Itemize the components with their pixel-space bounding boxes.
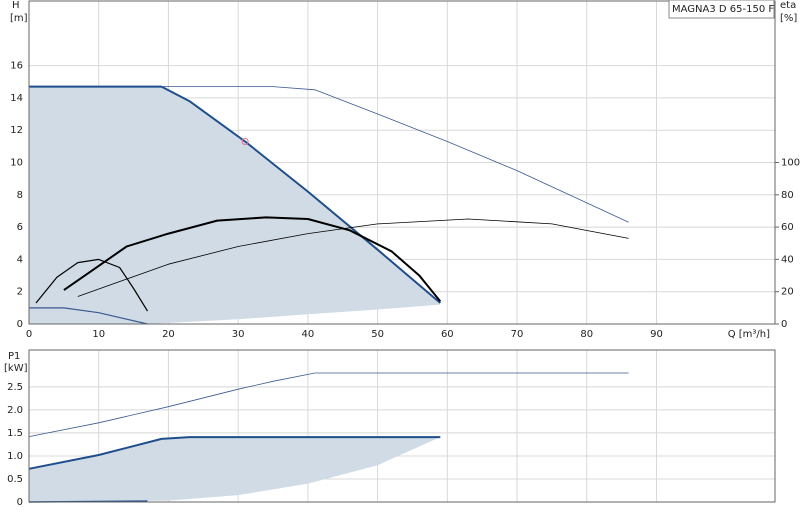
y-tick-label: 2.5 (7, 382, 23, 393)
x-tick-label: 50 (371, 329, 384, 340)
title-box (668, 0, 775, 19)
x-label: Q [m³/h] (728, 329, 770, 340)
x-tick-label: 10 (92, 329, 105, 340)
curve (161, 86, 629, 223)
y-label: H (12, 0, 20, 11)
y2-tick-label: 80 (781, 190, 794, 201)
y2-tick-label: 100 (781, 158, 800, 169)
x-tick-label: 30 (232, 329, 245, 340)
x-tick-label: 70 (511, 329, 524, 340)
x-tick-label: 80 (580, 329, 593, 340)
x-tick-label: 40 (302, 329, 315, 340)
curve (28, 436, 441, 470)
x-tick-label: 60 (441, 329, 454, 340)
chart-title: MAGNA3 D 65-150 F (672, 4, 774, 15)
bottom-frame (28, 349, 776, 503)
y-unit: [m] (10, 13, 28, 24)
area (29, 437, 441, 502)
y-tick-label: 0 (17, 319, 23, 330)
y2-unit: [%] (780, 13, 797, 24)
operating-point (241, 138, 249, 146)
y-tick-label: 2 (17, 287, 23, 298)
y-tick-label: 8 (17, 190, 23, 201)
top-frame (28, 0, 776, 325)
y-tick-label: 12 (10, 125, 23, 136)
curve (28, 372, 629, 437)
y-tick-label: 2.0 (7, 405, 23, 416)
y-tick-label: 0.5 (7, 474, 23, 485)
y-tick-label: 1.0 (7, 451, 23, 462)
y-unit: [kW] (4, 363, 28, 374)
marks (28, 85, 629, 503)
curve (35, 258, 149, 312)
y-label: P1 (8, 351, 20, 362)
x-tick-label: 90 (650, 329, 663, 340)
y2-tick-label: 20 (781, 287, 794, 298)
y2-tick-label: 60 (781, 222, 794, 233)
y2-tick-label: 40 (781, 254, 794, 265)
y-tick-label: 16 (10, 61, 23, 72)
y2-tick-label: 0 (781, 319, 787, 330)
x-tick-label: 20 (162, 329, 175, 340)
y-tick-label: 10 (10, 158, 23, 169)
y-tick-label: 0 (17, 497, 23, 508)
area (29, 86, 441, 324)
y-tick-label: 14 (10, 93, 23, 104)
curve (29, 307, 148, 325)
x-tick-label: 0 (26, 329, 32, 340)
y-tick-label: 6 (17, 222, 23, 233)
y2-label: eta (780, 0, 796, 11)
y-tick-label: 4 (17, 254, 23, 265)
curve (77, 218, 629, 297)
y-tick-label: 1.5 (7, 428, 23, 439)
curve (63, 216, 442, 303)
